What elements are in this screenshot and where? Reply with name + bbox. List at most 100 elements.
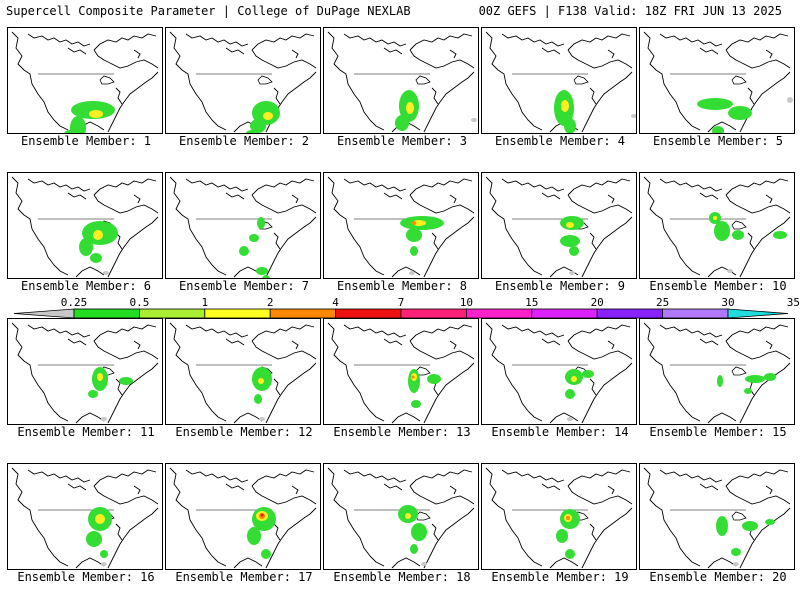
coastline xyxy=(383,338,403,346)
great-lakes xyxy=(415,511,431,521)
great-lakes xyxy=(257,75,273,85)
coastline xyxy=(327,176,385,276)
map-svg xyxy=(643,176,791,278)
scp-contour-blob xyxy=(569,271,575,275)
coastline xyxy=(383,47,403,55)
ensemble-member-label: Ensemble Member: 16 xyxy=(17,570,155,584)
coastline xyxy=(747,87,755,105)
coastline xyxy=(643,176,701,276)
coastline xyxy=(541,47,561,55)
ensemble-member-label: Ensemble Member: 9 xyxy=(494,279,626,293)
scp-contour-blob xyxy=(101,417,107,421)
scp-contour-blob xyxy=(95,514,105,524)
coastline xyxy=(707,557,737,569)
scp-contour-blob xyxy=(90,253,102,263)
coastline xyxy=(115,523,123,541)
coastline xyxy=(589,523,597,541)
coastline xyxy=(343,178,407,192)
ensemble-member-label: Ensemble Member: 3 xyxy=(336,134,468,148)
figure-title: Supercell Composite Parameter | College … xyxy=(6,4,411,18)
colorbar-tick-label: 35 xyxy=(787,296,800,309)
coastline xyxy=(343,324,407,338)
coastline xyxy=(541,483,561,491)
coastline xyxy=(725,194,791,214)
ensemble-member-map xyxy=(481,318,637,425)
ensemble-member-label: Ensemble Member: 20 xyxy=(649,570,787,584)
scp-contour-blob xyxy=(565,389,575,399)
coastline xyxy=(115,378,123,396)
coastline xyxy=(567,340,633,360)
coastline xyxy=(739,71,791,133)
map-svg xyxy=(11,467,159,569)
coastline xyxy=(485,176,543,276)
coastline xyxy=(765,194,773,204)
coastline xyxy=(659,324,723,338)
scp-contour-blob xyxy=(247,527,261,545)
ensemble-member-map xyxy=(639,172,795,279)
coastline xyxy=(567,469,631,487)
coastline xyxy=(273,87,281,105)
ensemble-member-map xyxy=(323,172,479,279)
map-svg xyxy=(169,322,317,424)
ensemble-member-map xyxy=(165,463,321,570)
coastline xyxy=(107,71,159,133)
coastline xyxy=(27,178,91,192)
scp-contour-blob xyxy=(565,549,575,559)
scp-contour-blob xyxy=(569,246,579,256)
coastline xyxy=(501,324,565,338)
coastline xyxy=(581,71,633,133)
ensemble-member-label: Ensemble Member: 10 xyxy=(649,279,787,293)
ensemble-member-label: Ensemble Member: 19 xyxy=(491,570,629,584)
coastline xyxy=(643,31,701,131)
coastline xyxy=(699,338,719,346)
coastline xyxy=(423,362,475,424)
colorbar-segment xyxy=(465,308,533,319)
colorbar-segment xyxy=(204,308,271,319)
coastline xyxy=(643,322,701,422)
ensemble-member-label: Ensemble Member: 7 xyxy=(178,279,310,293)
ensemble-member-label: Ensemble Member: 4 xyxy=(494,134,626,148)
scp-contour-blob xyxy=(731,548,741,556)
coastline xyxy=(251,324,315,342)
scp-contour-blob xyxy=(564,118,576,133)
scp-contour-blob xyxy=(262,275,270,278)
coastline xyxy=(383,192,403,200)
scp-contour-blob xyxy=(256,267,268,275)
scp-contour-blob xyxy=(566,516,570,520)
colorbar-tick-label: 2 xyxy=(267,296,274,309)
coastline xyxy=(391,266,421,278)
coastline xyxy=(107,216,159,278)
coastline xyxy=(449,49,457,59)
ensemble-member-map xyxy=(639,27,795,134)
coastline xyxy=(501,33,565,47)
coastline xyxy=(225,483,245,491)
coastline xyxy=(581,216,633,278)
scp-contour-blob xyxy=(411,523,427,541)
map-svg xyxy=(643,31,793,133)
coastline xyxy=(739,216,791,278)
coastline xyxy=(115,87,123,105)
scp-contour-blob xyxy=(406,228,422,242)
coastline xyxy=(169,467,227,567)
coastline xyxy=(27,33,91,47)
coastline xyxy=(75,412,105,424)
coastline xyxy=(93,469,157,487)
scp-contour-blob xyxy=(263,112,273,120)
coastline xyxy=(93,485,159,505)
coastline xyxy=(27,469,91,483)
colorbar-tick-label: 0.25 xyxy=(61,296,88,309)
coastline xyxy=(485,467,543,567)
coastline xyxy=(185,33,249,47)
coastline xyxy=(725,469,789,487)
coastline xyxy=(273,232,281,250)
scp-contour-blob xyxy=(250,119,266,133)
scp-contour-blob xyxy=(249,234,259,242)
coastline xyxy=(739,507,791,569)
coastline xyxy=(643,467,701,567)
scp-contour-blob xyxy=(787,97,793,103)
scp-contour-blob xyxy=(258,378,264,384)
colorbar-legend: 0.25 0.5 1 2 4 7 10 15 20 25 30 35 xyxy=(13,296,800,319)
coastline xyxy=(251,340,317,360)
map-svg xyxy=(485,467,633,569)
scp-contour-blob xyxy=(742,521,758,531)
